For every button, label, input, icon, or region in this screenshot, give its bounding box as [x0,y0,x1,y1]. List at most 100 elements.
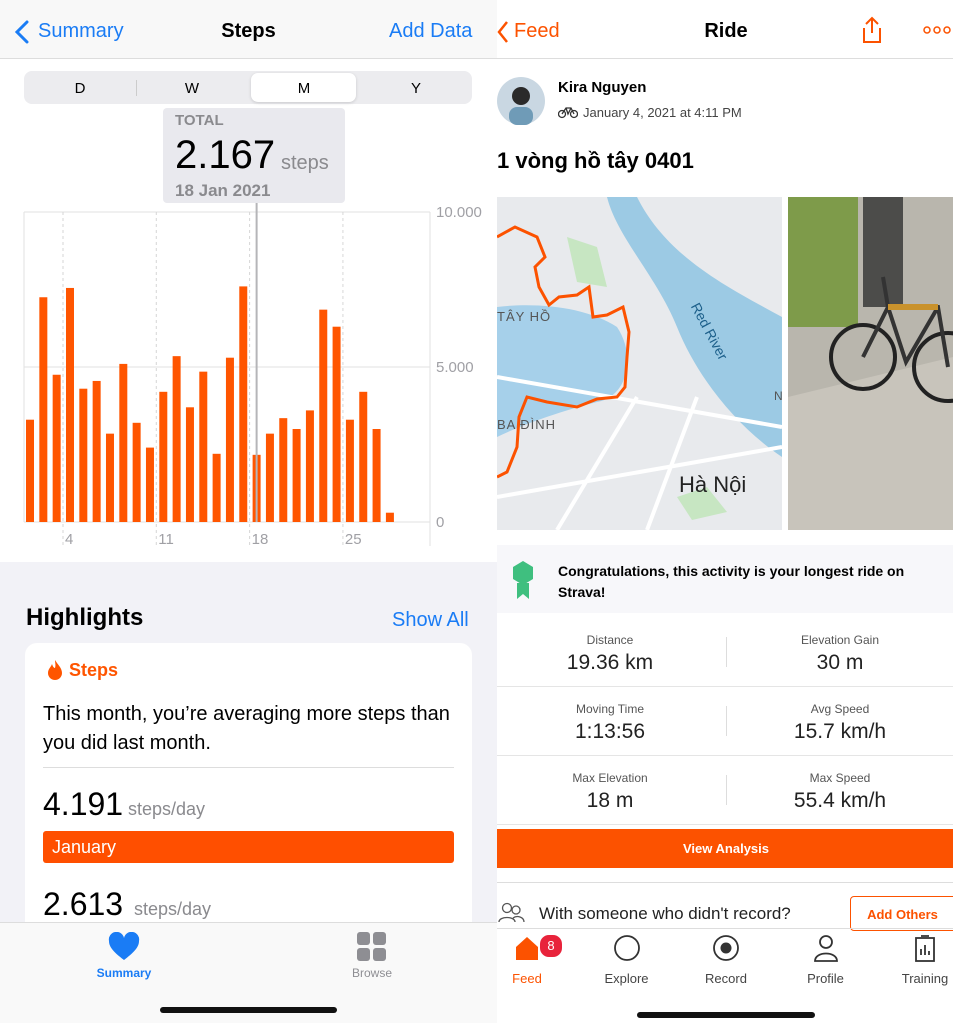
stat-vdivider [726,637,727,667]
segment[interactable]: M [297,80,311,97]
stat-label: Distance [586,633,634,647]
stat-value: 18 m [586,789,634,812]
back-chevron[interactable] [497,20,509,44]
home-indicator [160,1007,337,1013]
x-tick-label: 4 [65,531,73,548]
stat-label: Elevation Gain [800,633,880,647]
bar [52,374,61,522]
segment[interactable]: W [184,80,200,97]
tab-label[interactable]: Record [705,971,747,986]
route-map[interactable] [497,197,782,530]
view-analysis[interactable] [497,829,953,868]
more-icon[interactable] [923,26,951,34]
segment-control [24,71,472,104]
segment-sep [136,80,137,96]
tab-label[interactable]: Feed [512,971,542,986]
strava-app: Feed Ride Kira Nguyen January 4, 2021 at… [497,0,953,1023]
stat-divider [497,824,953,825]
bar [292,429,301,522]
map-label: TÂY HỒ [497,309,552,324]
bar [332,326,341,522]
bar [199,371,208,522]
map-label: BA ĐÌNH [497,417,557,432]
athlete-name[interactable]: Kira Nguyen [558,79,647,96]
january-label: January [52,837,117,857]
y-tick-label: 5.000 [436,359,474,376]
highlight-card[interactable] [25,643,472,943]
show-all[interactable]: Show All [392,609,469,631]
bar [185,407,194,522]
tab-label[interactable]: Profile [807,971,844,986]
back-chevron[interactable] [14,20,30,44]
achievement-text: Congratulations, this activity is your l… [558,563,905,600]
x-tick-label: 11 [158,531,174,548]
map-label: Hà Nội [679,472,747,497]
card-category: Steps [69,660,119,680]
bar [26,419,34,522]
badge: 8 [538,933,564,959]
bar [279,418,288,522]
activity-date: January 4, 2021 at 4:11 PM [583,105,742,120]
stat-label: Moving Time [575,702,645,716]
stat-label: Max Speed [809,771,871,785]
stat-value: 15.7 km/h [793,720,887,743]
flame-icon [48,660,62,680]
share-icon[interactable] [861,16,883,44]
browse-icon[interactable] [357,932,387,962]
x-tick-label: 25 [345,531,362,548]
bar [39,297,48,522]
add-others-label[interactable]: Add Others [867,907,938,922]
bar [92,380,101,522]
divider [43,767,454,768]
nav-divider [497,58,953,59]
segment[interactable]: Y [410,80,421,97]
tab-icon[interactable] [613,933,641,963]
divider [497,882,953,883]
tab-icon[interactable] [513,933,541,963]
tab-icon[interactable] [911,933,939,963]
tab-label[interactable]: Explore [604,971,649,986]
back-feed[interactable]: Feed [514,20,560,42]
bar [239,286,248,522]
home-indicator [637,1012,815,1018]
add-data[interactable]: Add Data [389,20,473,42]
add-others-button[interactable] [850,896,953,931]
stat-value: 30 m [816,651,864,674]
heart-icon[interactable] [108,932,140,962]
bar [79,388,88,522]
health-app: Summary Steps Add Data D W M Y 10.000 5.000 0… [0,0,497,1023]
tab-summary[interactable]: Summary [96,966,152,980]
bar [172,356,181,522]
tab-label[interactable]: Training [901,971,949,986]
bar [385,512,394,522]
tab-bar [0,922,497,1023]
prev-unit: steps/day [134,899,212,919]
avg-unit: steps/day [128,799,206,819]
map-label: N [774,389,783,403]
tooltip-unit: steps [281,152,329,174]
steps-chart: 10.000 5.000 0 4 11 18 25 [23,200,482,548]
ride-photo[interactable] [788,197,953,530]
nav-title: Ride [704,20,748,42]
avatar[interactable] [497,77,545,125]
bar [159,391,168,522]
back-button[interactable]: Summary [38,20,124,42]
y-tick-label: 0 [436,514,444,531]
bar [265,433,274,522]
view-analysis-label[interactable]: View Analysis [683,841,769,856]
activity-title: 1 vòng hồ tây 0401 [497,148,694,173]
tooltip-label: TOTAL [175,112,224,129]
tab-icon[interactable] [712,933,740,963]
card-text: This month, you’re averaging more steps … [43,703,450,754]
bar [132,422,141,522]
bar [119,363,128,522]
bar [372,429,381,522]
achievement-band [497,545,953,613]
tab-icon[interactable] [812,933,840,963]
achievement-icon [513,561,533,599]
tab-browse[interactable]: Browse [351,966,392,980]
segment[interactable]: D [74,80,86,97]
y-tick-label: 10.000 [436,204,482,221]
tooltip [163,108,345,203]
stat-vdivider [726,775,727,805]
